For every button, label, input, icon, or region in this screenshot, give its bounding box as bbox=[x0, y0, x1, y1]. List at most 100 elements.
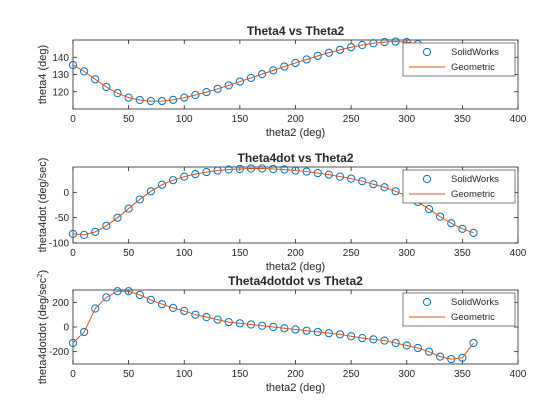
data-point-solidworks bbox=[358, 177, 367, 186]
data-point-solidworks bbox=[157, 300, 167, 309]
x-tick-label: 200 bbox=[287, 114, 304, 125]
y-tick-label: 0 bbox=[63, 323, 69, 334]
x-tick-label: 350 bbox=[454, 114, 471, 125]
series-line-geometric bbox=[72, 41, 474, 102]
data-point-solidworks bbox=[302, 55, 311, 64]
x-tick-label: 300 bbox=[398, 369, 415, 380]
legend-label-geometric: Geometric bbox=[451, 62, 495, 73]
data-point-solidworks bbox=[347, 332, 356, 341]
data-point-solidworks bbox=[169, 176, 178, 185]
chart-title: Theta4dot vs Theta2 bbox=[237, 151, 353, 165]
data-point-solidworks bbox=[180, 306, 189, 316]
x-axis-label: theta2 (deg) bbox=[266, 382, 325, 394]
chart-title: Theta4 vs Theta2 bbox=[247, 24, 345, 38]
data-point-solidworks bbox=[180, 93, 189, 102]
x-tick-label: 100 bbox=[176, 114, 193, 125]
data-point-solidworks bbox=[291, 58, 300, 68]
data-point-solidworks bbox=[124, 93, 133, 102]
legend-box bbox=[402, 292, 516, 327]
data-point-solidworks bbox=[113, 213, 122, 222]
data-point-solidworks bbox=[347, 43, 356, 52]
x-tick-label: 300 bbox=[398, 114, 415, 125]
data-point-solidworks bbox=[246, 73, 256, 83]
data-point-solidworks bbox=[202, 87, 211, 97]
x-tick-label: 250 bbox=[343, 248, 360, 259]
data-point-solidworks bbox=[169, 303, 178, 312]
x-tick-label: 50 bbox=[123, 248, 135, 259]
data-point-solidworks bbox=[313, 51, 322, 60]
data-point-solidworks bbox=[102, 82, 111, 92]
data-point-solidworks bbox=[469, 228, 478, 237]
y-axis-label: theta4dot (deg/sec) bbox=[37, 158, 49, 253]
data-point-solidworks bbox=[413, 343, 422, 353]
data-point-solidworks bbox=[269, 66, 278, 75]
x-tick-label: 100 bbox=[176, 369, 193, 380]
x-tick-label: 0 bbox=[70, 248, 76, 259]
x-tick-label: 350 bbox=[454, 369, 471, 380]
legend-box bbox=[402, 169, 516, 204]
legend: SolidWorks Geometric bbox=[402, 42, 516, 77]
legend-marker-solidworks bbox=[422, 47, 432, 57]
data-point-solidworks bbox=[146, 187, 155, 196]
data-point-solidworks bbox=[124, 204, 133, 213]
data-point-solidworks bbox=[146, 295, 155, 304]
y-tick-label: 140 bbox=[52, 53, 69, 64]
data-point-solidworks bbox=[91, 304, 100, 313]
data-point-solidworks bbox=[335, 172, 345, 181]
subplot-1: 0 50 100 150 200 250 300 350 400 120 130 140 Theta4 … bbox=[37, 24, 527, 139]
data-point-solidworks bbox=[213, 84, 222, 93]
legend-label-geometric: Geometric bbox=[451, 189, 495, 200]
data-point-solidworks bbox=[102, 221, 111, 230]
data-point-solidworks bbox=[436, 352, 445, 361]
data-point-solidworks bbox=[224, 81, 233, 90]
data-point-solidworks bbox=[135, 195, 144, 204]
y-tick-label: 0 bbox=[63, 188, 69, 199]
x-tick-label: 250 bbox=[343, 114, 360, 125]
data-point-solidworks bbox=[469, 338, 478, 348]
data-point-solidworks bbox=[391, 338, 400, 348]
x-tick-label: 0 bbox=[70, 369, 76, 380]
data-point-solidworks bbox=[235, 77, 244, 86]
data-point-solidworks bbox=[80, 67, 89, 76]
data-point-solidworks bbox=[358, 40, 367, 50]
data-point-solidworks bbox=[335, 45, 345, 54]
x-tick-label: 50 bbox=[123, 114, 135, 125]
legend: SolidWorks Geometric bbox=[402, 292, 516, 327]
legend-label-solidworks: SolidWorks bbox=[451, 47, 499, 58]
legend-label-solidworks: SolidWorks bbox=[451, 174, 499, 185]
y-axis-label: theta4dotdot (deg/sec2) bbox=[35, 270, 50, 384]
data-point-solidworks bbox=[68, 60, 78, 70]
data-point-solidworks bbox=[113, 89, 122, 98]
data-point-solidworks bbox=[447, 219, 456, 228]
data-point-solidworks bbox=[213, 315, 222, 324]
subplot-2: 0 50 100 150 200 250 300 350 400 -100 -50 0 Theta4do… bbox=[37, 151, 527, 273]
data-point-solidworks bbox=[436, 212, 445, 221]
x-tick-label: 150 bbox=[232, 369, 249, 380]
legend: SolidWorks Geometric bbox=[402, 169, 516, 204]
data-point-solidworks bbox=[80, 327, 89, 337]
legend-label-geometric: Geometric bbox=[451, 312, 495, 323]
data-point-solidworks bbox=[102, 293, 111, 302]
data-point-solidworks bbox=[258, 70, 267, 79]
y-tick-label: -200 bbox=[49, 347, 69, 358]
data-point-solidworks bbox=[391, 187, 400, 196]
data-point-solidworks bbox=[191, 310, 200, 319]
y-tick-label: 200 bbox=[52, 298, 69, 309]
y-tick-label: -100 bbox=[49, 239, 69, 250]
data-point-solidworks bbox=[180, 172, 189, 181]
legend-label-solidworks: SolidWorks bbox=[451, 297, 499, 308]
data-point-solidworks bbox=[280, 62, 289, 71]
x-tick-label: 0 bbox=[70, 114, 76, 125]
x-tick-label: 400 bbox=[510, 248, 527, 259]
y-tick-label: 120 bbox=[52, 87, 69, 98]
x-tick-label: 50 bbox=[123, 369, 135, 380]
x-tick-label: 400 bbox=[510, 114, 527, 125]
subplot-3: 0 50 100 150 200 250 300 350 400-2000200Theta4do… bbox=[35, 270, 527, 394]
x-tick-label: 150 bbox=[232, 114, 249, 125]
data-point-solidworks bbox=[402, 341, 411, 350]
series-line-geometric bbox=[72, 290, 474, 360]
data-point-solidworks bbox=[458, 224, 467, 233]
legend-box bbox=[402, 42, 516, 77]
data-point-solidworks bbox=[191, 169, 200, 179]
